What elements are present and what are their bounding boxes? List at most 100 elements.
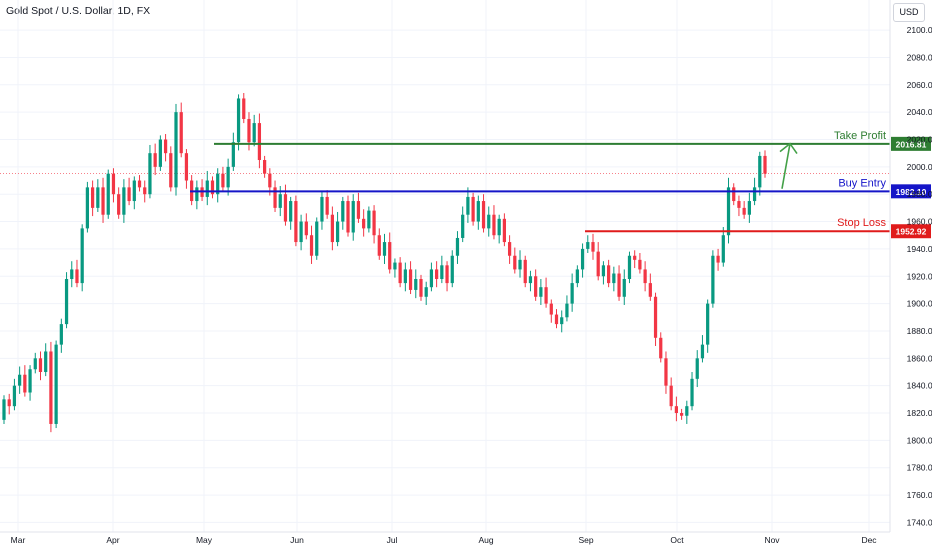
candle-body: [7, 399, 11, 407]
candle-body: [607, 265, 611, 284]
candle-body: [351, 201, 355, 233]
level-name: Take Profit: [834, 130, 886, 142]
candle-body: [54, 344, 58, 424]
candle-body: [304, 221, 308, 236]
candle-body: [393, 262, 397, 270]
candle-body: [763, 155, 767, 174]
candle-body: [382, 242, 387, 256]
candle-body: [111, 173, 116, 195]
candle-body: [435, 269, 439, 279]
y-tick-label: 1780.00: [907, 463, 932, 473]
candle-body: [706, 303, 710, 345]
candle-body: [690, 378, 694, 407]
x-tick-label: Jul: [387, 535, 398, 545]
candle-body: [523, 259, 527, 284]
y-tick-label: 2020.00: [907, 134, 932, 144]
candle-body: [669, 385, 673, 407]
candle-body: [591, 242, 595, 252]
candle-body: [90, 187, 95, 208]
candle-body: [601, 265, 606, 277]
y-tick-label: 1880.00: [907, 326, 932, 336]
candle-body: [732, 187, 736, 202]
candle-body: [242, 98, 246, 119]
candle-body: [44, 351, 48, 372]
candle-body: [184, 153, 189, 181]
candle-body: [49, 351, 53, 424]
candle-body: [492, 214, 496, 236]
trade-levels: Take Profit 2016.81 Buy Entry 1982.10 Stop L…: [190, 130, 931, 239]
candle-body: [414, 278, 418, 290]
candle-body: [528, 276, 533, 284]
candle-body: [158, 139, 162, 167]
y-tick-label: 1940.00: [907, 244, 932, 254]
candle-body: [278, 194, 282, 208]
candle-body: [268, 173, 272, 188]
candle-body: [163, 139, 168, 154]
time-axis[interactable]: Mar Apr May Jun Jul Aug Sep Oct Nov Dec: [0, 531, 890, 545]
candle-body: [737, 201, 741, 208]
candle-body: [424, 287, 428, 297]
currency-button[interactable]: USD: [893, 3, 925, 22]
candle-body: [481, 201, 486, 229]
candle-body: [549, 303, 553, 315]
x-tick-label: Sep: [578, 535, 593, 545]
candle-body: [127, 187, 131, 202]
candle-body: [23, 374, 27, 393]
candle-body: [461, 214, 465, 238]
candle-body: [80, 228, 84, 284]
candle-body: [612, 273, 616, 284]
candle-body: [210, 180, 215, 195]
candle-body: [179, 112, 183, 154]
price-axis[interactable]: 1740.00 1760.00 1780.00 1800.00 1820.00 1840.…: [889, 0, 932, 532]
candle-body: [659, 337, 663, 359]
candle-body: [221, 173, 225, 188]
candle-body: [450, 255, 454, 284]
candle-body: [700, 344, 705, 359]
candle-body: [627, 255, 632, 279]
candle-body: [289, 201, 293, 222]
candle-body: [153, 153, 157, 167]
candle-body: [502, 218, 506, 243]
candle-body: [226, 166, 230, 188]
candle-body: [356, 201, 361, 219]
y-tick-label: 2100.00: [907, 25, 932, 35]
candle-body: [586, 242, 590, 249]
candle-body: [231, 142, 235, 167]
candle-body: [216, 173, 220, 195]
candle-body: [580, 248, 585, 270]
candle-body: [617, 273, 621, 297]
candle-body: [75, 269, 79, 284]
candle-body: [419, 278, 423, 297]
candle-body: [372, 210, 376, 236]
candle-body: [518, 259, 522, 270]
candle-body: [299, 221, 303, 243]
candle-body: [440, 265, 444, 279]
y-tick-label: 1740.00: [907, 517, 932, 527]
candle-body: [283, 194, 288, 222]
candle-body: [497, 218, 501, 236]
candle-body: [445, 265, 449, 284]
candle-body: [466, 196, 470, 215]
candle-body: [648, 283, 652, 297]
candle-body: [362, 218, 366, 229]
level-price-label: 2016.81: [896, 139, 927, 149]
candle-body: [64, 278, 69, 325]
candle-body: [638, 259, 642, 270]
y-tick-label: 2000.00: [907, 162, 932, 172]
candle-body: [513, 255, 517, 270]
candle-body: [664, 358, 668, 386]
candle-body: [309, 235, 314, 256]
candlesticks: [2, 92, 767, 433]
candle-body: [2, 399, 6, 420]
candle-body: [398, 262, 402, 284]
candle-body: [565, 303, 569, 318]
y-tick-label: 2060.00: [907, 80, 932, 90]
candle-body: [106, 173, 110, 215]
take-profit-arrow: [779, 142, 798, 189]
y-tick-label: 1840.00: [907, 381, 932, 391]
candle-body: [59, 324, 63, 345]
y-tick-label: 1800.00: [907, 435, 932, 445]
candle-body: [18, 374, 22, 386]
candle-body: [341, 201, 345, 222]
